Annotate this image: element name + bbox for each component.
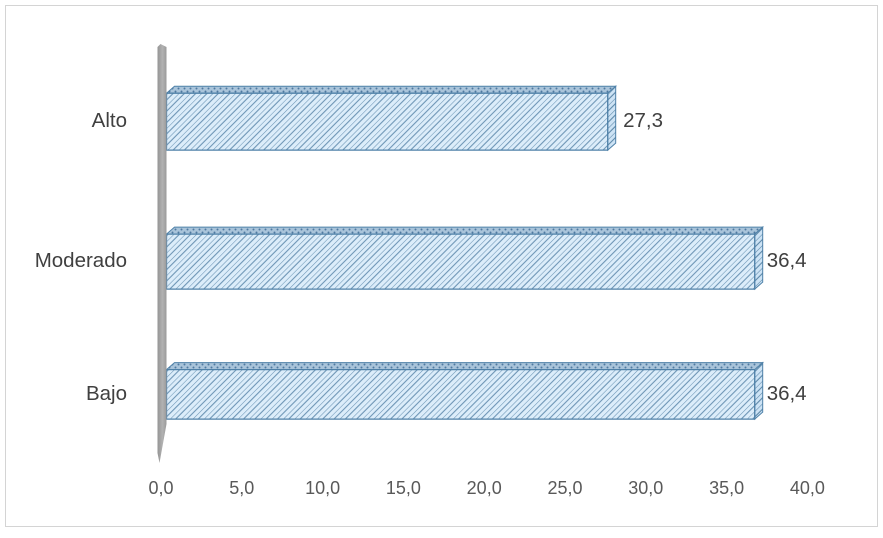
svg-text:0,0: 0,0 xyxy=(148,478,173,498)
svg-text:25,0: 25,0 xyxy=(547,478,582,498)
svg-text:Moderado: Moderado xyxy=(35,249,127,272)
svg-text:36,4: 36,4 xyxy=(767,249,807,272)
svg-text:36,4: 36,4 xyxy=(767,382,807,405)
svg-text:35,0: 35,0 xyxy=(709,478,744,498)
svg-text:20,0: 20,0 xyxy=(467,478,502,498)
svg-text:40,0: 40,0 xyxy=(790,478,825,498)
svg-text:5,0: 5,0 xyxy=(229,478,254,498)
svg-text:10,0: 10,0 xyxy=(305,478,340,498)
svg-text:30,0: 30,0 xyxy=(628,478,663,498)
svg-text:Bajo: Bajo xyxy=(86,382,127,405)
svg-text:27,3: 27,3 xyxy=(623,109,663,132)
svg-text:15,0: 15,0 xyxy=(386,478,421,498)
svg-text:Alto: Alto xyxy=(92,109,127,132)
